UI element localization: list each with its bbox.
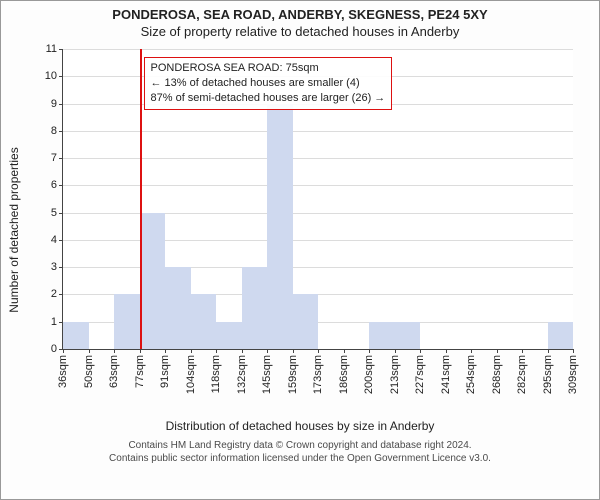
x-tick-mark (446, 349, 447, 353)
histogram-bar (395, 322, 421, 349)
x-tick-mark (318, 349, 319, 353)
x-tick-label: 213sqm (389, 355, 401, 394)
annotation-line2: ← 13% of detached houses are smaller (4) (151, 76, 386, 91)
x-tick-mark (548, 349, 549, 353)
x-tick-label: 282sqm (516, 355, 528, 394)
x-tick-label: 309sqm (567, 355, 579, 394)
x-tick-mark (573, 349, 574, 353)
y-tick-label: 0 (51, 343, 63, 355)
page-title-address: PONDEROSA, SEA ROAD, ANDERBY, SKEGNESS, … (1, 7, 599, 22)
x-tick-mark (369, 349, 370, 353)
x-tick-label: 132sqm (236, 355, 248, 394)
histogram-bar (114, 294, 140, 349)
x-tick-mark (114, 349, 115, 353)
x-tick-label: 186sqm (338, 355, 350, 394)
x-tick-label: 91sqm (159, 355, 171, 388)
x-tick-mark (420, 349, 421, 353)
y-tick-label: 8 (51, 125, 63, 137)
x-tick-mark (497, 349, 498, 353)
attribution-line1: Contains HM Land Registry data © Crown c… (1, 439, 599, 452)
histogram-bar (140, 213, 166, 349)
annotation-line1: PONDEROSA SEA ROAD: 75sqm (151, 61, 386, 76)
x-tick-label: 295sqm (542, 355, 554, 394)
x-tick-label: 227sqm (414, 355, 426, 394)
histogram-bar (369, 322, 395, 349)
y-tick-label: 10 (45, 70, 63, 82)
x-tick-label: 200sqm (363, 355, 375, 394)
annotation-line3: 87% of semi-detached houses are larger (… (151, 91, 386, 106)
histogram-bar (216, 322, 242, 349)
attribution-text: Contains HM Land Registry data © Crown c… (1, 439, 599, 465)
x-tick-mark (89, 349, 90, 353)
x-tick-label: 268sqm (491, 355, 503, 394)
x-tick-label: 36sqm (57, 355, 69, 388)
annotation-box: PONDEROSA SEA ROAD: 75sqm← 13% of detach… (144, 57, 393, 110)
histogram-bar (548, 322, 574, 349)
x-tick-label: 241sqm (440, 355, 452, 394)
x-tick-label: 173sqm (312, 355, 324, 394)
x-tick-mark (471, 349, 472, 353)
y-tick-label: 4 (51, 234, 63, 246)
x-axis-label: Distribution of detached houses by size … (1, 419, 599, 433)
y-tick-label: 5 (51, 207, 63, 219)
y-tick-label: 11 (46, 43, 63, 55)
histogram-bar (165, 267, 191, 349)
histogram-bar (191, 294, 217, 349)
attribution-line2: Contains public sector information licen… (1, 452, 599, 465)
x-tick-label: 159sqm (287, 355, 299, 394)
y-tick-label: 9 (51, 98, 63, 110)
x-tick-mark (63, 349, 64, 353)
histogram-bar (293, 294, 319, 349)
x-tick-label: 104sqm (185, 355, 197, 394)
x-tick-mark (165, 349, 166, 353)
x-tick-mark (216, 349, 217, 353)
y-tick-label: 2 (51, 288, 63, 300)
chart-container: Number of detached properties 0123456789… (20, 45, 580, 415)
x-tick-mark (267, 349, 268, 353)
x-tick-label: 145sqm (261, 355, 273, 394)
x-tick-mark (140, 349, 141, 353)
histogram-bar (63, 322, 89, 349)
x-tick-mark (395, 349, 396, 353)
y-tick-label: 7 (51, 152, 63, 164)
y-tick-label: 1 (51, 316, 63, 328)
x-tick-mark (344, 349, 345, 353)
y-tick-label: 3 (51, 261, 63, 273)
x-tick-mark (293, 349, 294, 353)
y-axis-label: Number of detached properties (7, 147, 21, 312)
reference-line (140, 49, 142, 349)
x-tick-label: 50sqm (83, 355, 95, 388)
histogram-bar (267, 104, 293, 349)
plot-area: 0123456789101136sqm50sqm63sqm77sqm91sqm1… (62, 49, 573, 350)
x-tick-mark (242, 349, 243, 353)
x-tick-label: 77sqm (134, 355, 146, 388)
histogram-bar (242, 267, 268, 349)
page-title-sub: Size of property relative to detached ho… (1, 24, 599, 39)
x-tick-mark (191, 349, 192, 353)
x-tick-label: 254sqm (465, 355, 477, 394)
x-tick-label: 118sqm (210, 355, 222, 393)
x-tick-label: 63sqm (108, 355, 120, 388)
x-tick-mark (522, 349, 523, 353)
y-tick-label: 6 (51, 179, 63, 191)
